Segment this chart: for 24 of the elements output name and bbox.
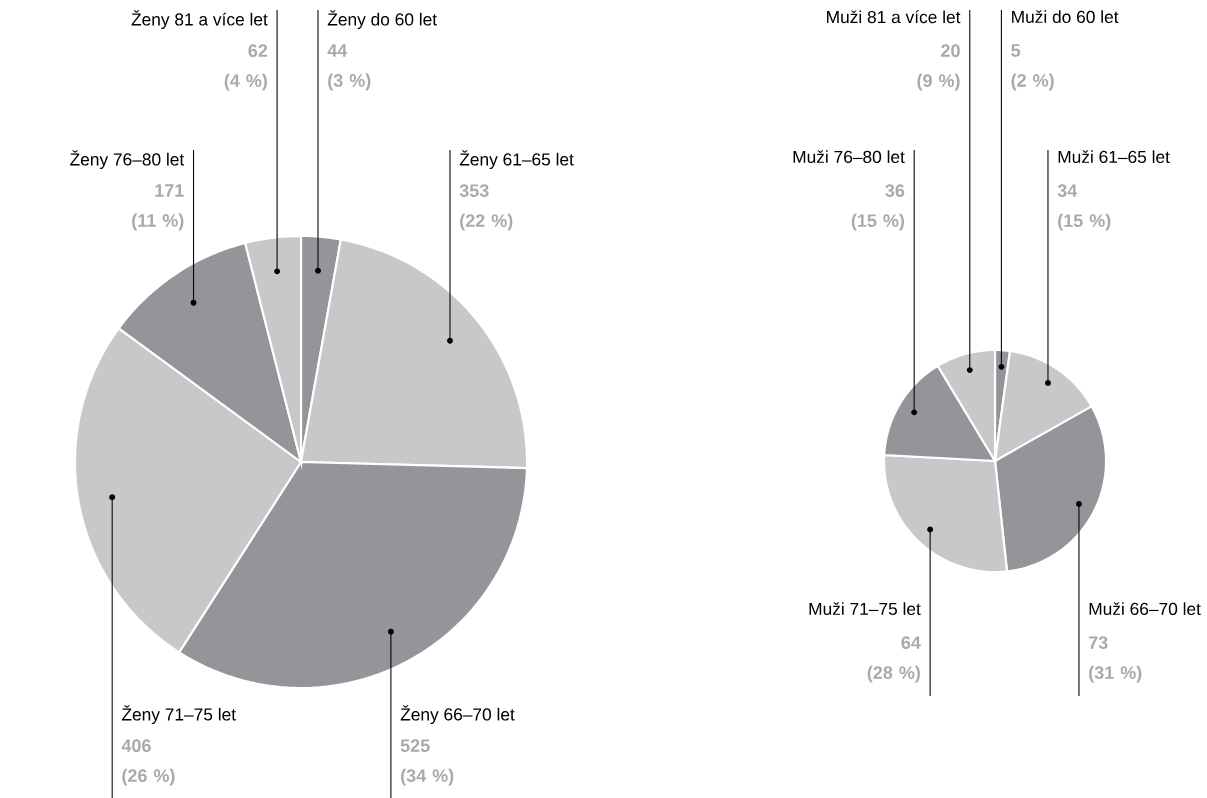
slice-label: Muži 81 a více let	[827, 10, 961, 24]
data-label: 525 (34 %)	[400, 739, 454, 786]
slice-label: Muži 76–80 let	[793, 150, 905, 164]
slice-label: Ženy 81 a více let	[131, 10, 268, 29]
slice-label: Ženy 76–80 let	[70, 150, 185, 169]
data-label: 36 (15 %)	[851, 184, 905, 231]
slice-label: Ženy do 60 let	[327, 10, 437, 29]
data-label: 44 (3 %)	[327, 44, 371, 91]
data-label: 64 (28 %)	[867, 636, 921, 683]
data-label: 171 (11 %)	[132, 184, 184, 231]
slice-label: Ženy 61–65 let	[459, 150, 574, 169]
slice-label: Ženy 71–75 let	[121, 705, 236, 724]
data-label: 73 (31 %)	[1089, 636, 1142, 683]
data-label: 34 (15 %)	[1057, 184, 1111, 231]
slice-label: Muži 66–70 let	[1089, 602, 1201, 616]
data-label: 406 (26 %)	[121, 739, 175, 786]
data-label: 62 (4 %)	[224, 44, 268, 91]
slice-label: Muži do 60 let	[1012, 10, 1119, 24]
data-label: 20 (9 %)	[917, 44, 960, 91]
slice-label: Muži 71–75 let	[809, 602, 921, 616]
slice-label: Muži 61–65 let	[1058, 150, 1170, 164]
slice-label: Ženy 66–70 let	[400, 705, 515, 724]
data-label: 353 (22 %)	[459, 184, 513, 231]
data-label: 5 (2 %)	[1011, 44, 1054, 91]
